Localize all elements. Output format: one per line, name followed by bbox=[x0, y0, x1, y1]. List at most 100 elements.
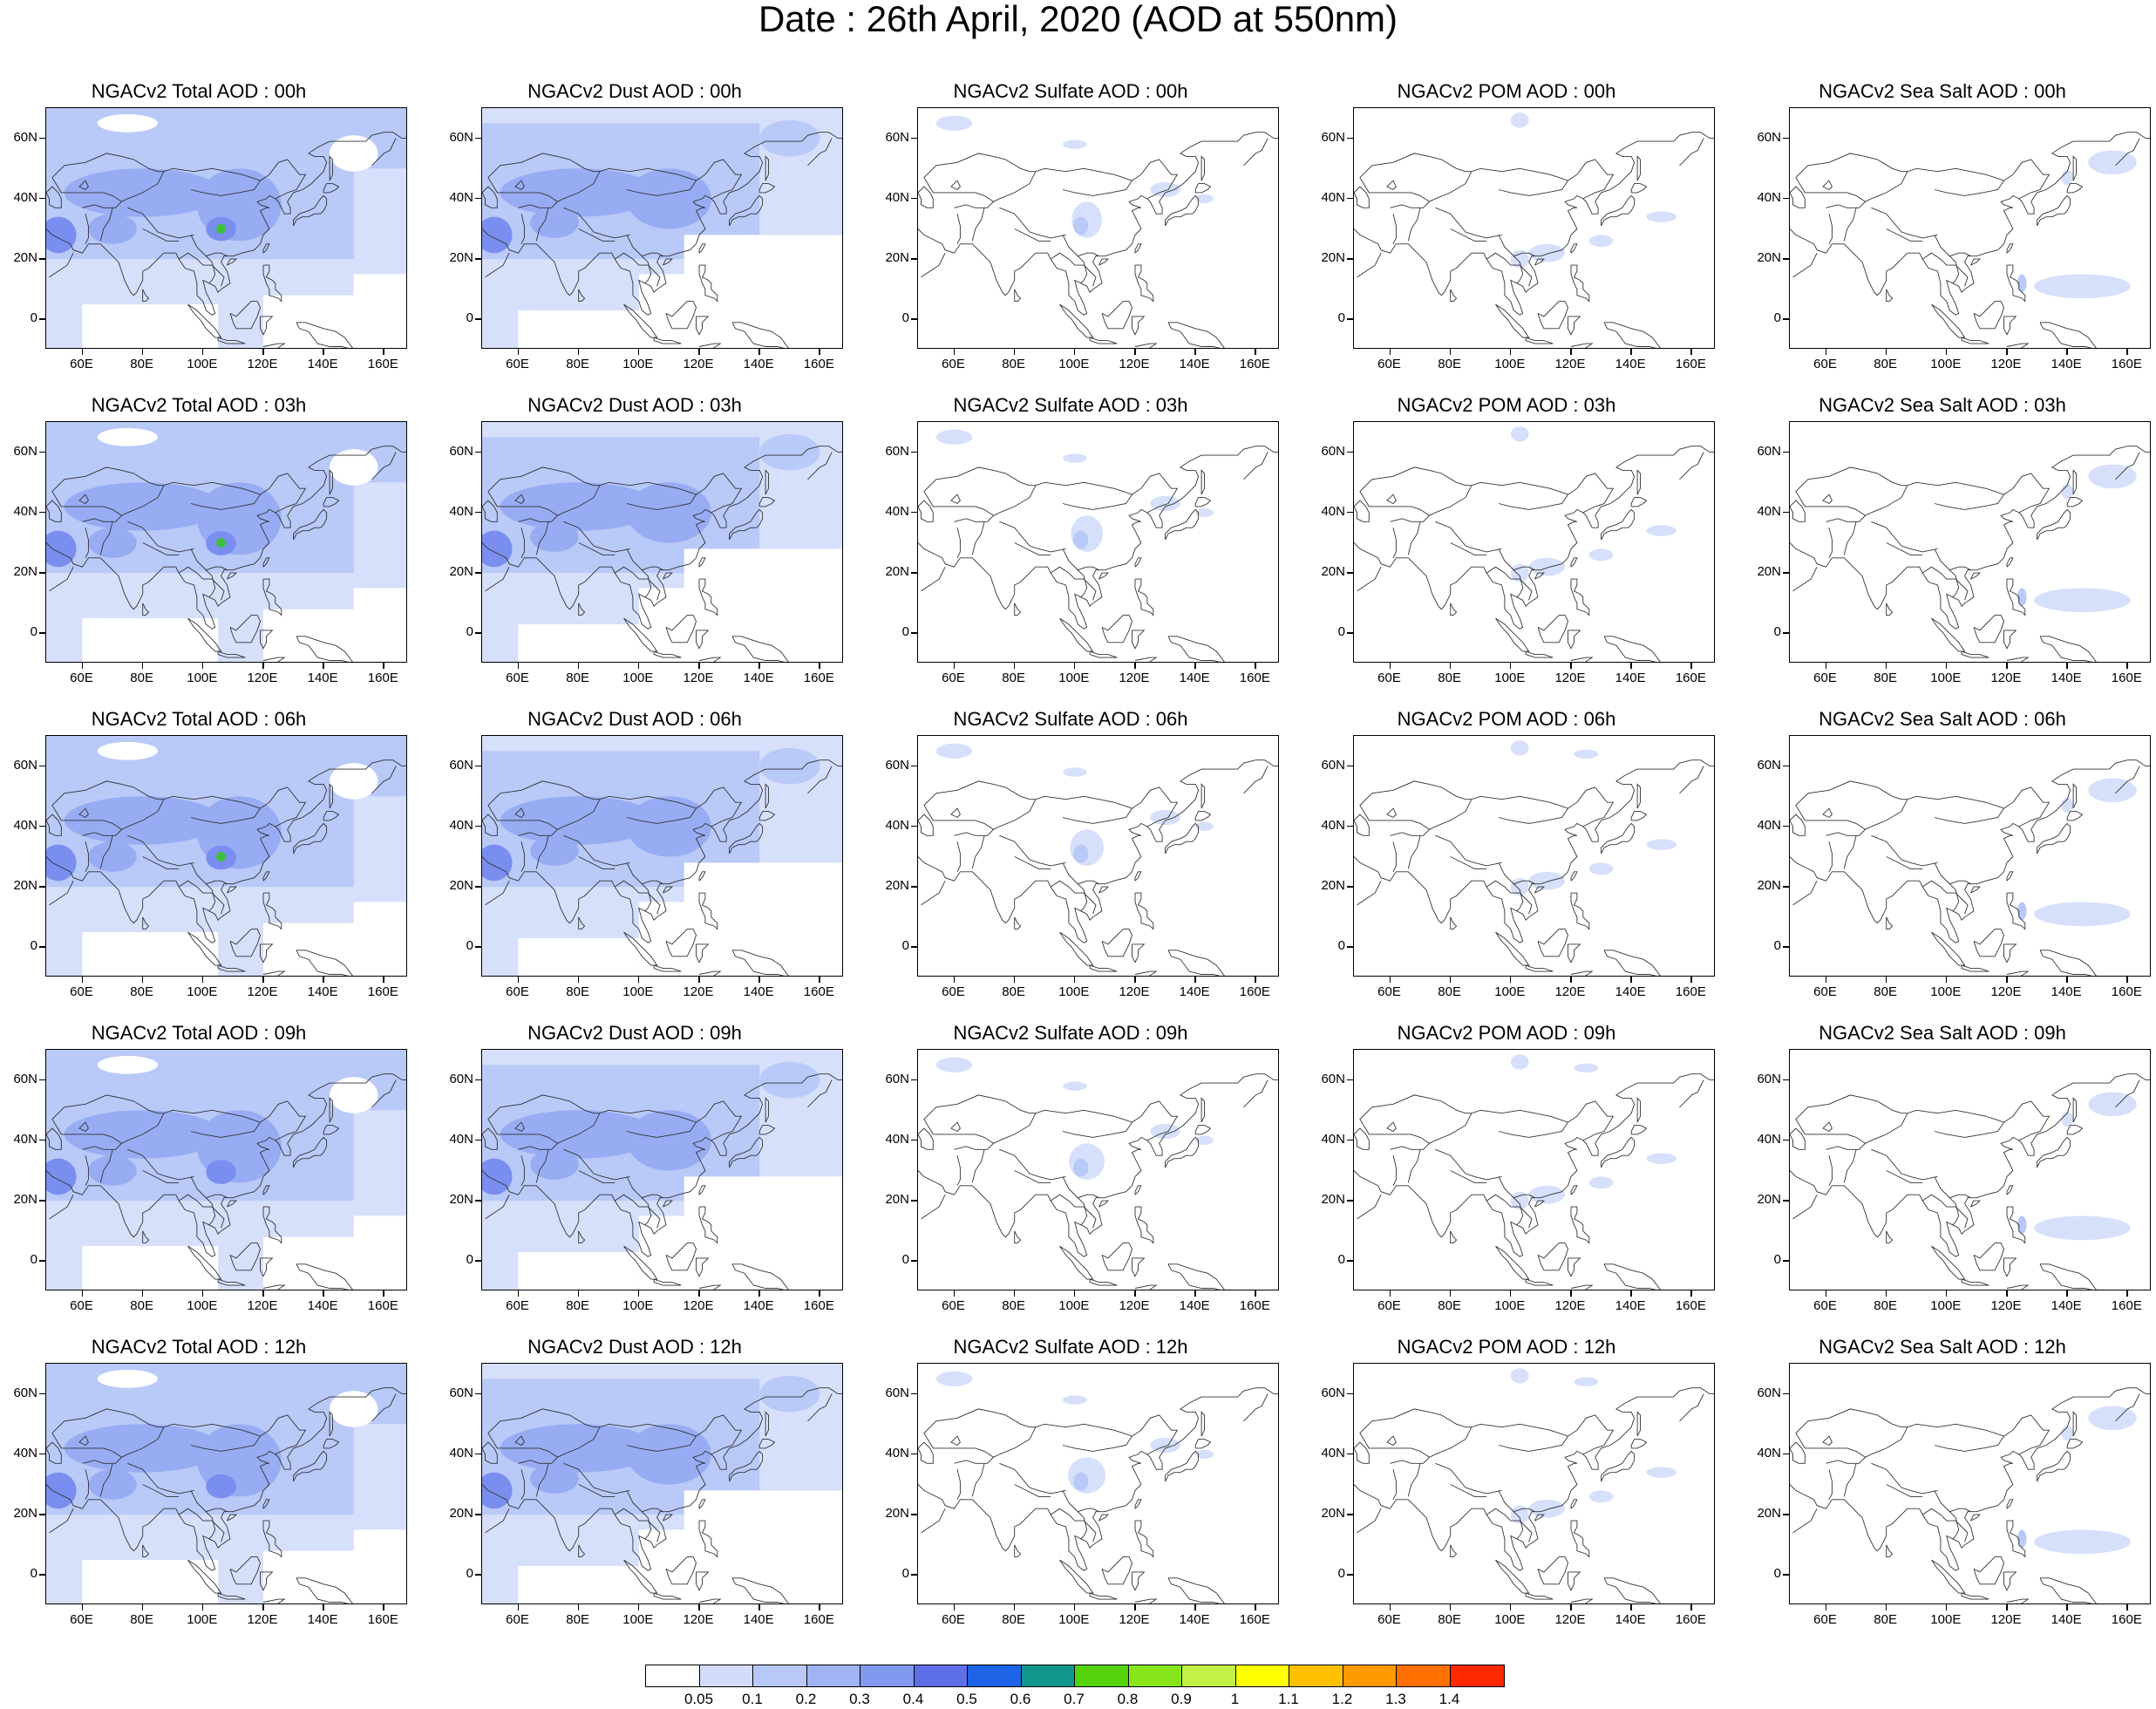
lat-tick bbox=[475, 451, 481, 453]
coastline bbox=[482, 132, 842, 316]
coastline bbox=[2039, 636, 2097, 662]
coastline bbox=[698, 578, 718, 616]
aod-shading-region bbox=[1195, 1449, 1214, 1460]
coastline bbox=[1570, 1499, 1578, 1509]
coastline bbox=[578, 1230, 586, 1244]
coastline bbox=[1450, 1484, 1487, 1497]
lat-tick-label: 60N bbox=[13, 1385, 37, 1400]
coastline bbox=[1826, 795, 2005, 836]
coastline bbox=[1200, 783, 1205, 809]
coastline bbox=[2072, 1411, 2077, 1437]
coastline bbox=[1886, 916, 1894, 930]
lon-tick-label: 120E bbox=[1119, 1298, 1150, 1313]
lat-tick-label: 40N bbox=[13, 1445, 37, 1460]
lon-tick-label: 100E bbox=[1494, 1612, 1526, 1627]
aod-shading-region bbox=[482, 1158, 513, 1195]
coastline bbox=[653, 650, 682, 658]
lat-tick-label: 0 bbox=[901, 624, 909, 640]
lon-tick bbox=[1945, 1604, 1948, 1610]
lon-tick bbox=[323, 1604, 324, 1610]
lon-tick-label: 100E bbox=[1930, 984, 1962, 999]
aod-shading-region bbox=[759, 433, 820, 471]
lon-tick bbox=[1885, 977, 1887, 983]
lat-tick-label: 20N bbox=[885, 1506, 909, 1522]
coastline bbox=[1062, 862, 1099, 885]
coastline bbox=[1435, 207, 1502, 239]
colorbar-swatch bbox=[860, 1665, 915, 1686]
lat-tick-label: 60N bbox=[13, 1071, 37, 1086]
aod-shading-region bbox=[263, 265, 354, 296]
coastline bbox=[260, 473, 307, 514]
coastline bbox=[807, 766, 833, 794]
coastline bbox=[1498, 548, 1535, 571]
coastline bbox=[2037, 194, 2071, 227]
lon-tick-label: 80E bbox=[130, 1612, 153, 1627]
coastline bbox=[1134, 243, 1142, 254]
coastline bbox=[2003, 1571, 2017, 1591]
lat-tick bbox=[39, 886, 45, 888]
coastline bbox=[1359, 153, 1472, 202]
lat-tick bbox=[39, 765, 45, 767]
coastline bbox=[1167, 1577, 1225, 1603]
coastline bbox=[1390, 167, 1569, 208]
lat-tick bbox=[1783, 1260, 1789, 1262]
lat-tick bbox=[475, 511, 481, 514]
coastline bbox=[1871, 834, 1938, 867]
aod-shading-region bbox=[1069, 1143, 1105, 1180]
coastline bbox=[178, 1194, 225, 1229]
coastline bbox=[1534, 1200, 1545, 1208]
coastline bbox=[1486, 1508, 1533, 1542]
coastline bbox=[1679, 138, 1704, 167]
map-plot bbox=[1353, 107, 1715, 349]
coastline bbox=[1792, 880, 1818, 906]
lon-tick bbox=[819, 977, 820, 983]
lat-tick bbox=[911, 1514, 917, 1515]
coastline bbox=[1792, 1508, 1818, 1534]
coastline bbox=[1679, 1079, 1704, 1108]
lon-tick-label: 160E bbox=[367, 357, 398, 371]
coastline bbox=[85, 528, 89, 558]
lat-tick-label: 40N bbox=[1321, 189, 1345, 205]
lon-tick-label: 80E bbox=[130, 984, 153, 999]
lat-tick-label: 40N bbox=[885, 503, 909, 519]
coastline bbox=[1537, 301, 1568, 330]
coastline bbox=[950, 180, 961, 191]
lat-tick-label: 40N bbox=[1321, 817, 1345, 833]
lon-tick-label: 60E bbox=[70, 671, 93, 685]
coastline bbox=[731, 1263, 789, 1290]
colorbar-swatch bbox=[1075, 1665, 1129, 1686]
lat-tick bbox=[1347, 825, 1353, 827]
map-plot bbox=[1789, 421, 2151, 663]
coastline bbox=[1167, 322, 1225, 348]
lat-tick bbox=[1783, 825, 1789, 827]
lat-tick-label: 0 bbox=[30, 1566, 37, 1582]
coastline bbox=[956, 1469, 961, 1500]
coastline bbox=[1359, 466, 1472, 516]
colorbar bbox=[645, 1665, 1505, 1687]
aod-shading-region bbox=[2088, 778, 2137, 803]
coastline bbox=[142, 1544, 150, 1558]
coastline bbox=[1354, 1127, 1370, 1150]
lon-tick-label: 100E bbox=[1058, 1298, 1090, 1313]
lat-tick bbox=[39, 137, 45, 140]
coastline bbox=[665, 1556, 697, 1585]
lon-tick bbox=[383, 349, 384, 355]
coastline bbox=[578, 542, 616, 555]
coastline bbox=[765, 1097, 769, 1123]
aod-shading-region bbox=[759, 1061, 820, 1099]
lon-tick-label: 80E bbox=[566, 671, 589, 685]
panel-title: NGACv2 POM AOD : 00h bbox=[1397, 80, 1616, 102]
panel-title: NGACv2 Dust AOD : 12h bbox=[527, 1336, 742, 1358]
coastline bbox=[485, 1508, 510, 1534]
coastline bbox=[563, 207, 630, 239]
lat-tick bbox=[1347, 137, 1353, 140]
lon-tick bbox=[1013, 1290, 1016, 1297]
lat-tick bbox=[475, 1392, 481, 1395]
colorbar-label: 0.6 bbox=[1010, 1691, 1031, 1707]
lat-tick-label: 20N bbox=[885, 250, 909, 266]
lon-tick bbox=[1073, 1604, 1076, 1610]
lat-tick-label: 60N bbox=[449, 1385, 473, 1400]
lon-tick bbox=[1449, 1290, 1452, 1297]
coastline bbox=[1495, 303, 1530, 338]
